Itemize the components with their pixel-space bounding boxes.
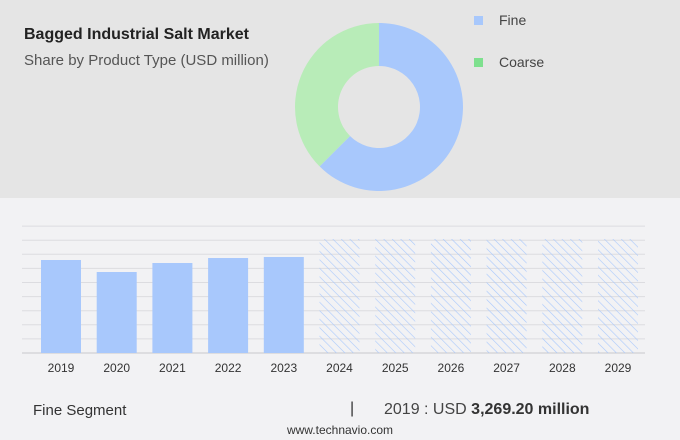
x-tick-label: 2024	[326, 361, 353, 375]
x-tick-label: 2019	[48, 361, 75, 375]
x-tick-label: 2021	[159, 361, 186, 375]
legend-swatch-coarse	[474, 57, 483, 67]
bar-2019[interactable]	[41, 260, 81, 353]
legend-item-fine: Fine	[474, 12, 526, 28]
forecast-bar-2025[interactable]	[375, 239, 416, 353]
bar-2021[interactable]	[152, 262, 193, 353]
site-url[interactable]: www.technavio.com	[286, 423, 394, 437]
forecast-bar-2028[interactable]	[542, 239, 583, 353]
forecast-bar-2026[interactable]	[430, 239, 471, 353]
segment-label: Fine Segment	[33, 402, 127, 419]
forecast-bar-2024[interactable]	[319, 239, 360, 353]
x-tick-label: 2020	[103, 361, 130, 375]
x-tick-label: 2028	[549, 361, 576, 375]
bar-2023[interactable]	[263, 256, 304, 353]
x-tick-label: 2029	[605, 361, 632, 375]
chart-title: Bagged Industrial Salt Market	[24, 26, 249, 43]
chart-subtitle: Share by Product Type (USD million)	[24, 52, 269, 69]
x-tick-label: 2026	[438, 361, 465, 375]
legend-label-fine: Fine	[499, 12, 527, 28]
bar-2020[interactable]	[96, 272, 137, 353]
year-label: 2019 : USD	[384, 401, 467, 418]
segment-value: 2019 : USD 3,269.20 million	[384, 401, 589, 419]
forecast-bar-2027[interactable]	[486, 239, 527, 353]
x-tick-label: 2023	[270, 361, 297, 375]
separator: |	[350, 400, 355, 417]
legend-item-coarse: Coarse	[474, 54, 544, 70]
x-tick-label: 2027	[493, 361, 520, 375]
donut-slice-coarse[interactable]	[295, 23, 379, 167]
x-tick-label: 2025	[382, 361, 409, 375]
legend-swatch-fine	[474, 15, 483, 25]
legend-label-coarse: Coarse	[499, 54, 545, 70]
bar-2022[interactable]	[208, 258, 249, 353]
x-tick-label: 2022	[215, 361, 242, 375]
forecast-bar-2029[interactable]	[598, 239, 638, 353]
value-amount: 3,269.20 million	[471, 401, 590, 418]
donut-slice-fine[interactable]	[319, 23, 463, 191]
